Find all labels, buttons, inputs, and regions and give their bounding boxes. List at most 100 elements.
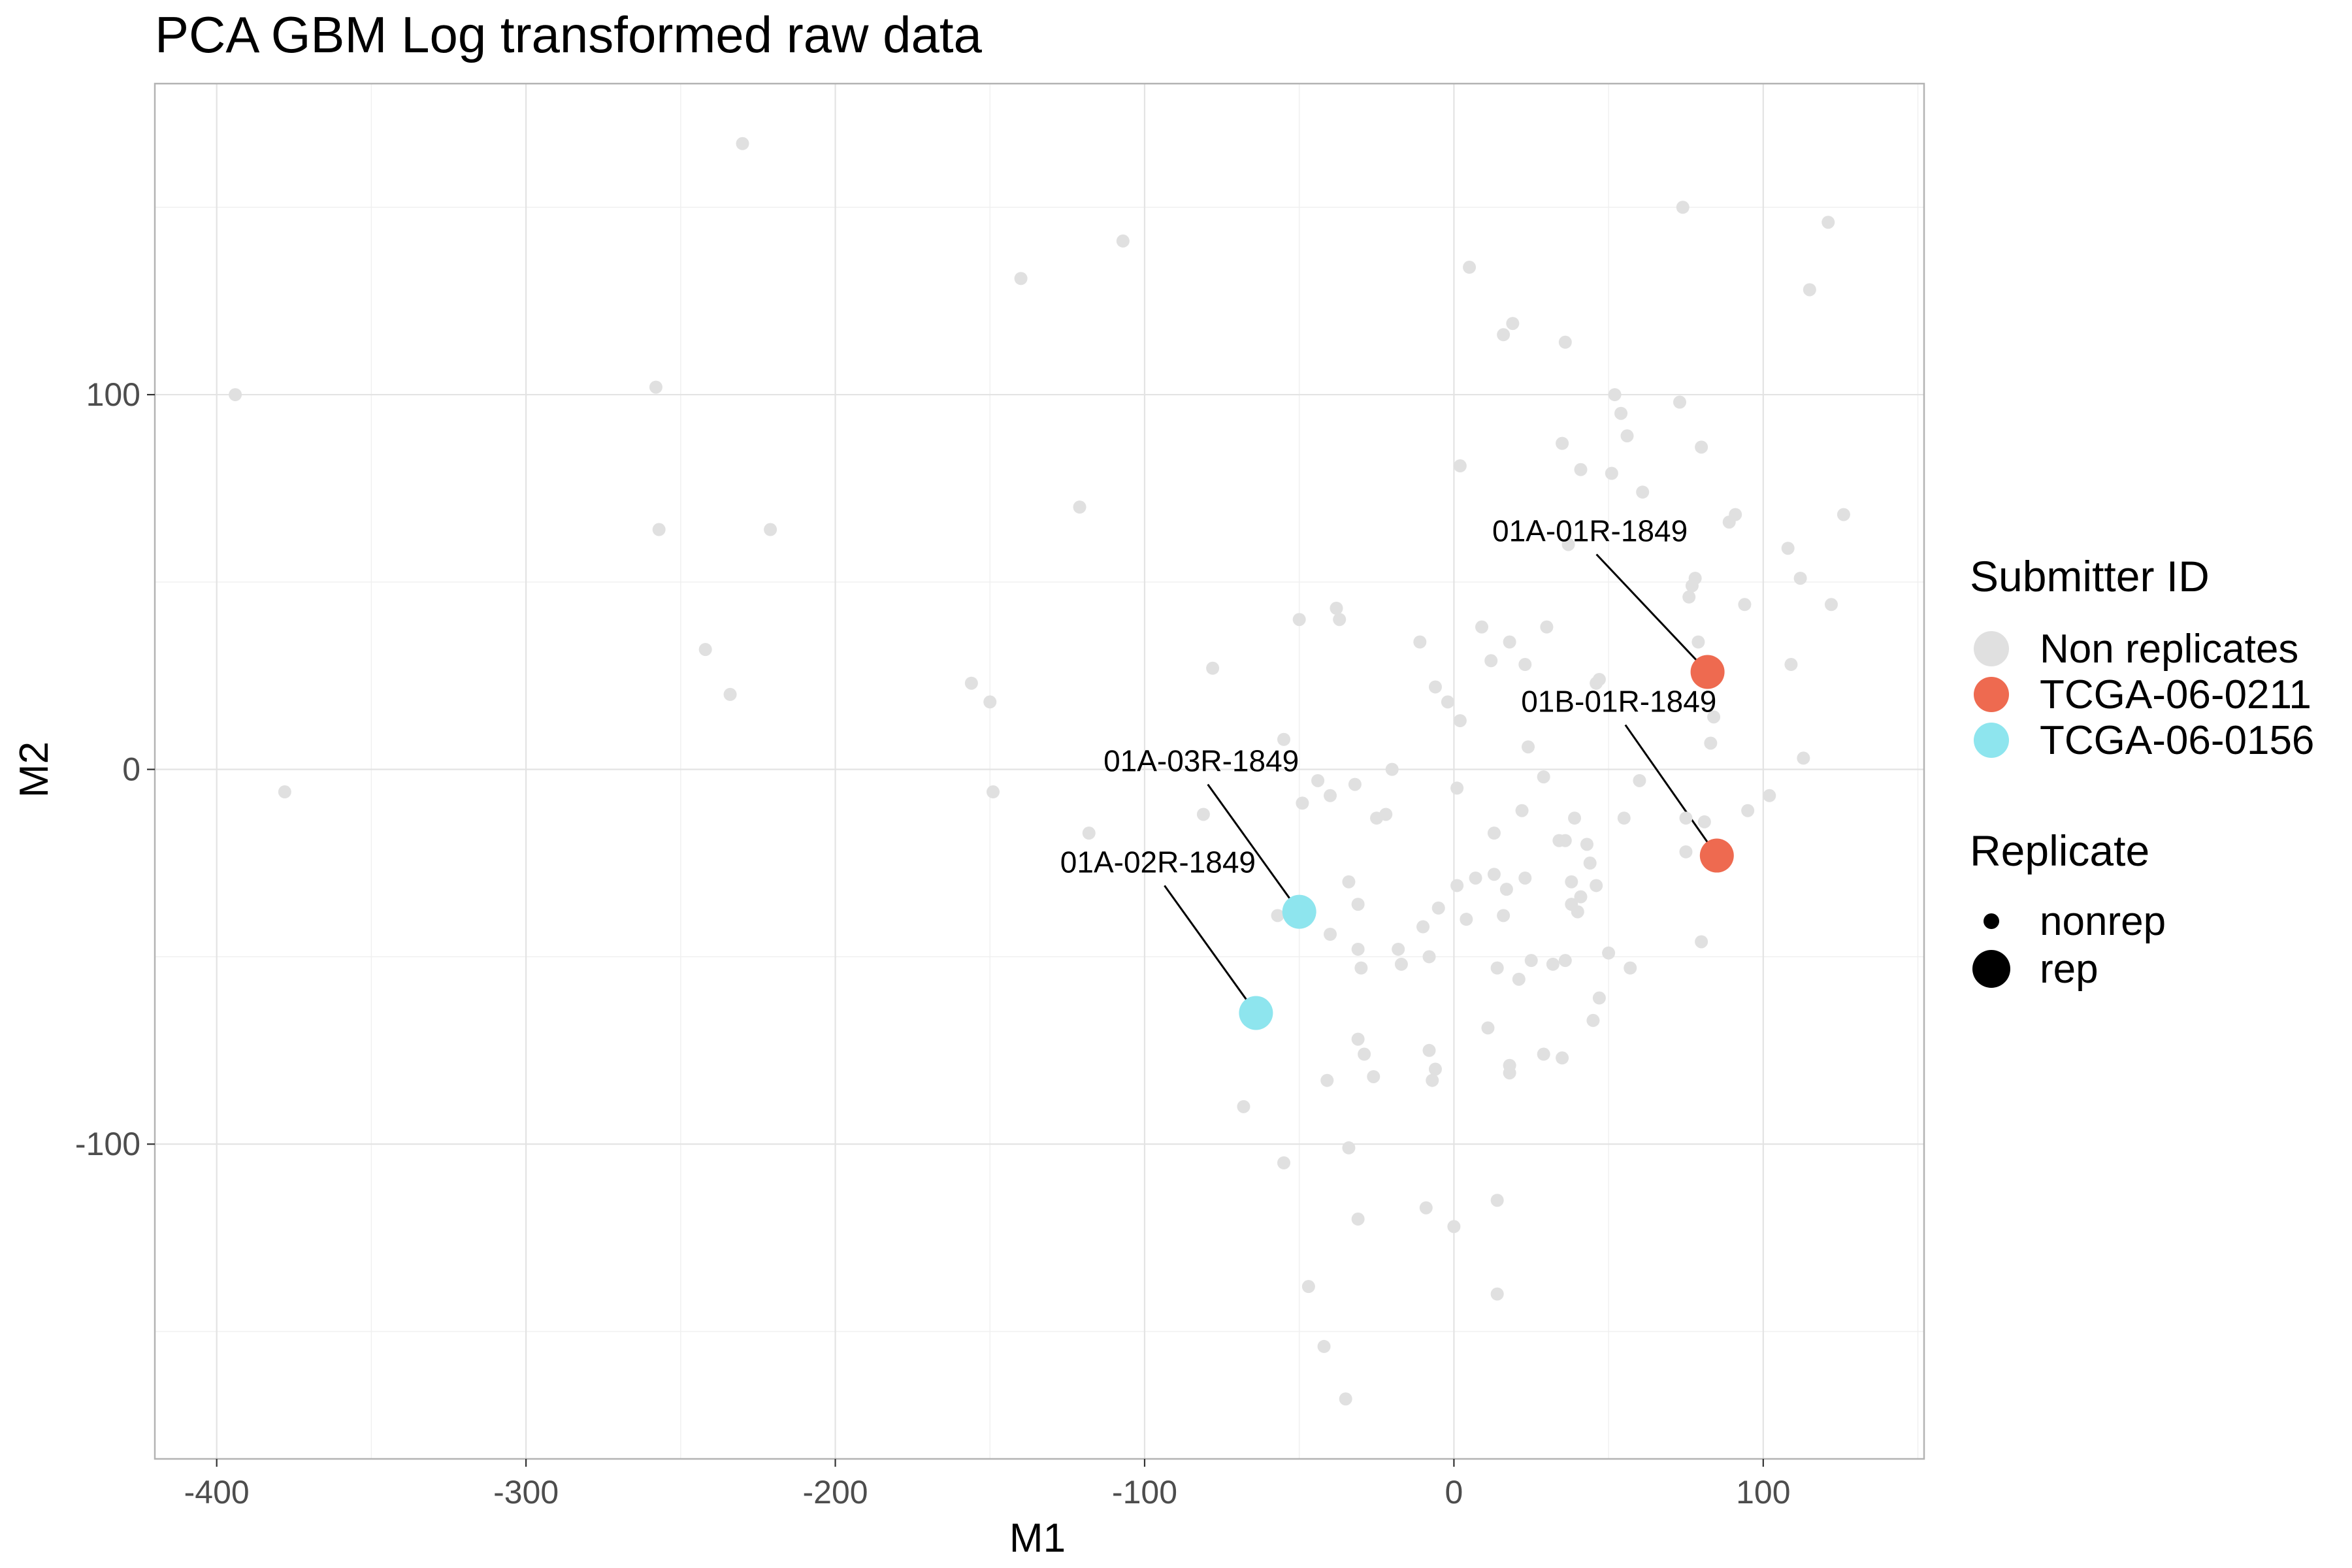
y-tick-label: -100 <box>75 1126 140 1162</box>
legend-title-replicate: Replicate <box>1970 826 2149 875</box>
nonreplicate-point <box>1558 834 1572 847</box>
nonreplicate-point <box>1453 459 1467 473</box>
nonreplicate-point <box>1571 905 1584 919</box>
nonreplicate-point <box>1422 950 1436 964</box>
nonreplicate-point <box>1324 928 1337 941</box>
nonreplicate-point <box>1704 736 1718 750</box>
chart-title: PCA GBM Log transformed raw data <box>155 6 983 63</box>
nonreplicate-point <box>1490 1287 1504 1301</box>
nonreplicate-point <box>1592 672 1606 686</box>
nonreplicate-point <box>1617 811 1631 825</box>
nonreplicate-point <box>1354 961 1368 975</box>
nonreplicate-point <box>1487 868 1501 881</box>
nonreplicate-point <box>1797 751 1810 765</box>
nonreplicate-point <box>1422 1043 1436 1057</box>
x-axis-title: M1 <box>1009 1516 1066 1561</box>
nonreplicate-point <box>1695 935 1708 949</box>
annotation-labels: 01A-01R-1849 01B-01R-1849 01A-03R-1849 01A-… <box>1060 514 1717 879</box>
nonreplicate-point <box>964 676 978 690</box>
nonreplicate-point <box>649 380 662 394</box>
nonreplicate-point <box>1296 796 1309 810</box>
nonreplicate-point <box>1490 961 1504 975</box>
nonreplicate-point <box>1763 789 1776 802</box>
nonreplicate-point <box>1367 1070 1380 1083</box>
nonreplicate-point <box>1450 781 1464 795</box>
nonreplicate-point <box>1330 601 1343 615</box>
nonreplicate-point <box>1565 875 1578 889</box>
nonreplicate-point <box>1561 538 1575 551</box>
nonreplicate-point <box>1351 1032 1365 1046</box>
nonreplicate-point <box>986 785 1000 799</box>
nonreplicate-point <box>1431 901 1445 915</box>
nonreplicate-point <box>1524 954 1538 968</box>
nonreplicate-point <box>1821 216 1835 229</box>
replicate-point <box>1239 996 1273 1030</box>
nonreplicate-point <box>1837 508 1850 521</box>
nonreplicate-point <box>1277 732 1291 746</box>
nonreplicate-point <box>1428 680 1442 694</box>
nonreplicate-point <box>1824 598 1838 612</box>
nonreplicate-point <box>1358 1047 1371 1061</box>
nonreplicate-point <box>1351 942 1365 956</box>
nonreplicate-point <box>1556 436 1569 450</box>
nonreplicate-point <box>1301 1280 1315 1294</box>
nonreplicate-point <box>278 785 291 799</box>
nonreplicate-point <box>983 695 997 709</box>
y-tick-label: 0 <box>122 751 140 788</box>
annotation-leader-line <box>1164 885 1257 1014</box>
nonreplicate-point <box>1518 871 1532 885</box>
nonreplicate-point <box>1688 572 1702 585</box>
nonreplicate-point <box>764 523 777 536</box>
nonreplicate-point <box>1506 317 1520 331</box>
point-annotation-label: 01A-01R-1849 <box>1492 514 1688 548</box>
nonreplicate-point <box>1624 961 1637 975</box>
nonreplicate-point <box>1679 811 1693 825</box>
nonreplicate-point <box>1697 815 1711 828</box>
nonreplicate-point <box>1475 620 1488 634</box>
x-tick-label: 0 <box>1445 1474 1463 1511</box>
nonreplicate-point <box>1339 1392 1352 1406</box>
nonreplicate-point <box>1741 804 1755 817</box>
legend-key-dot <box>1974 723 2009 758</box>
nonreplicate-point <box>1592 991 1606 1005</box>
nonreplicate-point <box>1636 485 1650 499</box>
nonreplicate-point <box>1481 1021 1495 1035</box>
nonreplicate-point <box>1676 201 1690 214</box>
nonreplicate-point <box>1116 234 1130 248</box>
replicate-point <box>1699 838 1734 873</box>
annotation-leader-line <box>1207 783 1300 913</box>
nonreplicate-point <box>1351 898 1365 911</box>
data-points <box>229 137 1850 1406</box>
nonreplicate-point <box>1014 272 1028 286</box>
y-axis-title: M2 <box>12 742 57 798</box>
nonreplicate-point <box>229 388 242 402</box>
replicate-point <box>1690 655 1725 689</box>
nonreplicate-point <box>1490 1194 1504 1207</box>
nonreplicate-point <box>1620 429 1634 443</box>
nonreplicate-point <box>1426 1073 1439 1087</box>
x-tick-label: -100 <box>1112 1474 1177 1511</box>
nonreplicate-point <box>1447 1220 1461 1233</box>
nonreplicate-point <box>1537 1047 1550 1061</box>
nonreplicate-point <box>1738 598 1752 612</box>
nonreplicate-point <box>1558 335 1572 349</box>
legend-entry-label: TCGA-06-0211 <box>2040 672 2311 717</box>
nonreplicate-point <box>1487 826 1501 840</box>
nonreplicate-point <box>1394 957 1408 971</box>
nonreplicate-point <box>1497 909 1511 923</box>
nonreplicate-point <box>1590 879 1603 892</box>
nonreplicate-point <box>1206 661 1220 675</box>
legend-title-submitter-id: Submitter ID <box>1970 552 2210 600</box>
nonreplicate-point <box>1568 811 1582 825</box>
nonreplicate-point <box>1082 826 1096 840</box>
nonreplicate-point <box>1537 770 1550 784</box>
nonreplicate-point <box>1540 620 1554 634</box>
plot-panel-border <box>154 82 1925 1460</box>
nonreplicate-point <box>1348 777 1362 791</box>
nonreplicate-point <box>1342 1141 1356 1154</box>
nonreplicate-point <box>1419 1201 1433 1215</box>
nonreplicate-point <box>1237 1100 1250 1113</box>
legend: Submitter ID Non replicatesTCGA-06-0211TC… <box>1970 552 2314 992</box>
